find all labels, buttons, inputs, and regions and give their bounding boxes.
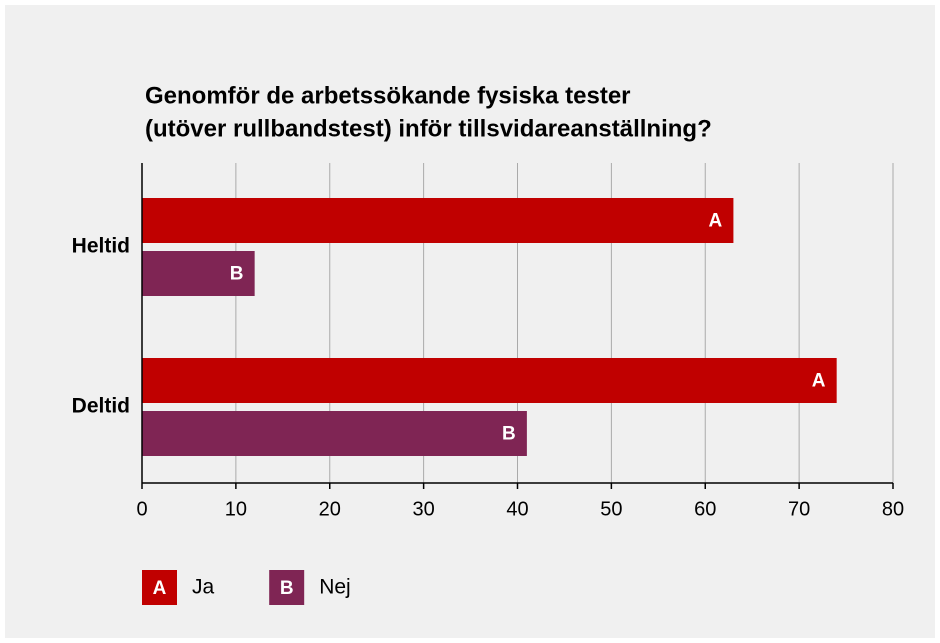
legend-swatch	[269, 570, 305, 605]
bar-label: A	[709, 211, 723, 232]
x-tick-label: 30	[413, 498, 435, 520]
bar	[142, 251, 255, 296]
bar	[142, 358, 837, 403]
x-tick-label: 50	[600, 498, 622, 520]
x-tick-label: 60	[694, 498, 716, 520]
chart-title: Genomför de arbetssökande fysiska tester	[145, 82, 631, 109]
x-tick-label: 10	[225, 498, 247, 520]
x-tick-label: 20	[319, 498, 341, 520]
y-tick-label: Deltid	[72, 395, 130, 418]
y-tick-label: Heltid	[72, 235, 130, 258]
x-tick-label: 70	[788, 498, 810, 520]
chart-title: (utöver rullbandstest) inför tillsvidare…	[145, 115, 712, 142]
bar	[142, 198, 734, 243]
bar	[142, 411, 527, 456]
legend-label: B	[280, 578, 294, 599]
x-tick-label: 40	[506, 498, 528, 520]
bar-label: A	[812, 371, 826, 392]
legend-entry: Ja	[192, 576, 215, 599]
x-tick-label: 80	[882, 498, 904, 520]
legend-label: A	[153, 578, 167, 599]
legend-entry: Nej	[319, 576, 351, 599]
background	[5, 5, 935, 638]
legend-swatch	[142, 570, 177, 605]
bar-label: B	[230, 264, 244, 285]
bar-label: B	[502, 424, 516, 445]
x-tick-label: 0	[136, 498, 147, 520]
